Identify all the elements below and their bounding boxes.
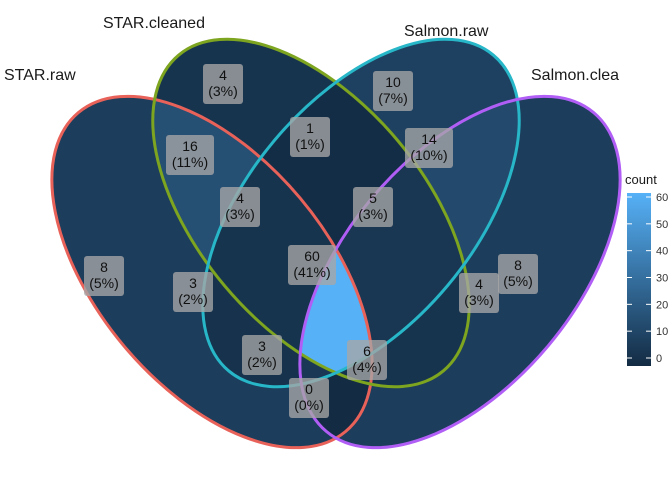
region-percent: (4%) bbox=[352, 359, 382, 375]
legend-tick: 40 bbox=[627, 246, 668, 258]
color-legend: count 0 10 20 30 40 50 60 bbox=[625, 172, 668, 366]
legend-tick: 20 bbox=[627, 299, 668, 311]
region-count: 4 bbox=[219, 67, 227, 83]
region-percent: (0%) bbox=[294, 397, 324, 413]
region-label-box bbox=[498, 254, 538, 294]
legend-title: count bbox=[625, 172, 657, 187]
region-percent: (7%) bbox=[378, 90, 408, 106]
region-label-box bbox=[242, 335, 282, 375]
region-percent: (10%) bbox=[410, 147, 447, 163]
legend-ticks: 0 10 20 30 40 50 60 bbox=[627, 192, 668, 365]
region-label-1100: 16(11%) bbox=[166, 135, 214, 175]
region-count: 5 bbox=[369, 190, 377, 206]
legend-tick: 50 bbox=[627, 219, 668, 231]
region-percent: (2%) bbox=[178, 291, 208, 307]
region-count: 3 bbox=[258, 338, 266, 354]
region-label-0011: 14(10%) bbox=[405, 128, 453, 168]
legend-tick-label: 40 bbox=[656, 246, 668, 258]
region-percent: (3%) bbox=[225, 206, 255, 222]
region-label-box bbox=[347, 340, 387, 380]
legend-tick-label: 50 bbox=[656, 219, 668, 231]
region-label-1110: 4(3%) bbox=[220, 187, 260, 227]
legend-tick-label: 20 bbox=[656, 299, 668, 311]
legend-tick-label: 60 bbox=[656, 192, 668, 204]
set-outline-star-cleaned bbox=[151, 37, 471, 389]
region-label-box bbox=[203, 64, 243, 104]
region-count: 4 bbox=[475, 276, 483, 292]
region-percent: (5%) bbox=[89, 275, 119, 291]
region-count: 60 bbox=[304, 248, 320, 264]
region-label-box bbox=[220, 187, 260, 227]
region-count: 14 bbox=[421, 131, 437, 147]
region-label-0100: 4(3%) bbox=[203, 64, 243, 104]
region-percent: (2%) bbox=[247, 354, 277, 370]
region-label-1101: 3(2%) bbox=[242, 335, 282, 375]
set-title-salmon-raw: Salmon.raw bbox=[404, 23, 489, 40]
region-count: 1 bbox=[306, 120, 314, 136]
region-count: 8 bbox=[514, 257, 522, 273]
legend-tick-label: 10 bbox=[656, 326, 668, 338]
legend-tick-label: 0 bbox=[656, 353, 662, 365]
region-label-box bbox=[373, 71, 413, 111]
region-count: 16 bbox=[182, 138, 198, 154]
set-titles: STAR.raw STAR.cleaned Salmon.raw Salmon.… bbox=[4, 15, 619, 84]
region-label-1001: 0(0%) bbox=[289, 378, 329, 418]
region-label-0010: 10(7%) bbox=[373, 71, 413, 111]
region-percent: (3%) bbox=[208, 83, 238, 99]
region-count: 6 bbox=[363, 343, 371, 359]
region-percent: (1%) bbox=[295, 136, 325, 152]
region-label-box bbox=[166, 135, 214, 175]
region-label-box bbox=[173, 272, 213, 312]
region-count: 10 bbox=[385, 74, 401, 90]
region-label-box bbox=[405, 128, 453, 168]
legend-tick: 60 bbox=[627, 192, 668, 204]
region-label-0110: 1(1%) bbox=[290, 117, 330, 157]
region-count: 0 bbox=[305, 381, 313, 397]
legend-tick-label: 30 bbox=[656, 273, 668, 285]
region-label-0101: 4(3%) bbox=[459, 273, 499, 313]
region-label-box bbox=[288, 245, 336, 285]
set-title-star-raw: STAR.raw bbox=[4, 67, 76, 84]
region-percent: (3%) bbox=[464, 292, 494, 308]
legend-tick: 30 bbox=[627, 273, 668, 285]
region-percent: (3%) bbox=[358, 206, 388, 222]
set-title-salmon-clea: Salmon.clea bbox=[531, 67, 619, 84]
region-label-box bbox=[353, 187, 393, 227]
region-count: 3 bbox=[189, 275, 197, 291]
region-label-box bbox=[289, 378, 329, 418]
region-label-box bbox=[290, 117, 330, 157]
region-percent: (5%) bbox=[503, 273, 533, 289]
region-count: 4 bbox=[236, 190, 244, 206]
region-label-0111: 5(3%) bbox=[353, 187, 393, 227]
set-outline-star-raw bbox=[50, 94, 374, 450]
region-label-1011: 6(4%) bbox=[347, 340, 387, 380]
region-label-1010: 3(2%) bbox=[173, 272, 213, 312]
region-labels: 8(5%)0(0%)3(2%)6(4%)16(11%)3(2%)4(3%)60(… bbox=[84, 64, 538, 418]
region-label-0001: 8(5%) bbox=[498, 254, 538, 294]
region-label-1000: 8(5%) bbox=[84, 256, 124, 296]
legend-tick: 10 bbox=[627, 326, 668, 338]
region-label-box bbox=[459, 273, 499, 313]
legend-colorbar bbox=[627, 193, 651, 366]
set-outline-salmon-raw bbox=[201, 37, 521, 389]
set-title-star-cleaned: STAR.cleaned bbox=[103, 15, 205, 32]
region-percent: (41%) bbox=[293, 264, 330, 280]
legend-tick: 0 bbox=[627, 353, 662, 365]
region-percent: (11%) bbox=[172, 154, 208, 170]
region-count: 8 bbox=[100, 259, 108, 275]
region-label-1111: 60(41%) bbox=[288, 245, 336, 285]
region-label-box bbox=[84, 256, 124, 296]
